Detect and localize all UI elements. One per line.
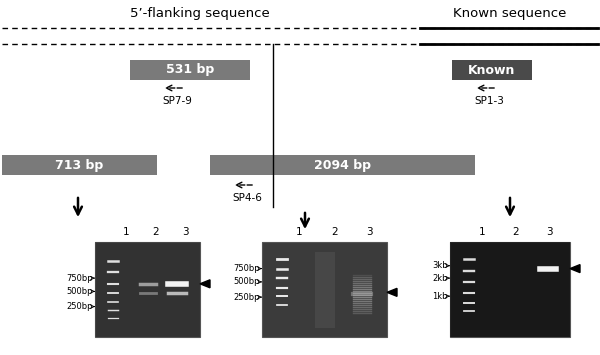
Text: 500bp: 500bp — [67, 287, 93, 296]
Bar — [262, 242, 387, 337]
Bar — [2, 155, 157, 175]
Text: Known: Known — [469, 64, 515, 76]
Text: 5’-flanking sequence: 5’-flanking sequence — [130, 7, 270, 21]
Text: 3: 3 — [546, 227, 553, 237]
Polygon shape — [570, 264, 580, 273]
Bar — [314, 251, 335, 328]
Text: 3: 3 — [366, 227, 373, 237]
Bar — [450, 242, 570, 337]
Text: 1: 1 — [296, 227, 303, 237]
Text: Known sequence: Known sequence — [454, 7, 566, 21]
Text: 2: 2 — [512, 227, 520, 237]
Text: 1: 1 — [123, 227, 130, 237]
Polygon shape — [200, 280, 210, 288]
Bar — [452, 60, 532, 80]
Bar — [450, 242, 570, 337]
Bar — [95, 242, 200, 337]
Bar — [262, 242, 387, 337]
Text: 250bp: 250bp — [67, 302, 93, 311]
Text: 1: 1 — [479, 227, 486, 237]
Polygon shape — [387, 288, 397, 296]
Text: 531 bp: 531 bp — [166, 64, 214, 76]
Text: 3kb: 3kb — [433, 261, 448, 270]
Text: SP7-9: SP7-9 — [162, 96, 192, 106]
Bar — [130, 60, 250, 80]
Text: 250bp: 250bp — [233, 293, 260, 302]
Text: 3: 3 — [182, 227, 188, 237]
Text: 500bp: 500bp — [233, 277, 260, 286]
Text: 2: 2 — [152, 227, 159, 237]
Bar — [95, 242, 200, 337]
Bar — [210, 155, 475, 175]
Text: SP4-6: SP4-6 — [232, 193, 262, 203]
Text: 2: 2 — [331, 227, 338, 237]
Text: SP1-3: SP1-3 — [474, 96, 504, 106]
Text: 750bp: 750bp — [233, 264, 260, 273]
Text: 2kb: 2kb — [433, 274, 448, 283]
Text: 2094 bp: 2094 bp — [314, 158, 371, 171]
Text: 713 bp: 713 bp — [55, 158, 104, 171]
Text: 1kb: 1kb — [433, 292, 448, 301]
Text: 750bp: 750bp — [67, 274, 93, 283]
